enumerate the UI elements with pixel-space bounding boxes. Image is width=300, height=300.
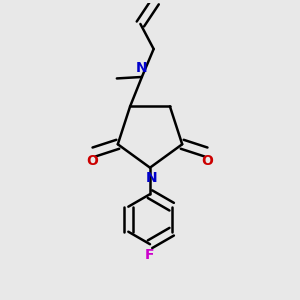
Text: O: O xyxy=(87,154,98,168)
Text: N: N xyxy=(146,171,157,185)
Text: F: F xyxy=(145,248,155,262)
Text: N: N xyxy=(136,61,148,75)
Text: O: O xyxy=(202,154,213,168)
